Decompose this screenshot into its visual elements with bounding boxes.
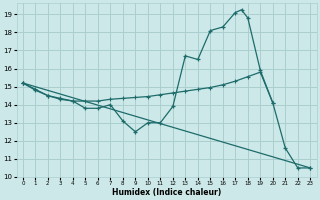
X-axis label: Humidex (Indice chaleur): Humidex (Indice chaleur)	[112, 188, 221, 197]
